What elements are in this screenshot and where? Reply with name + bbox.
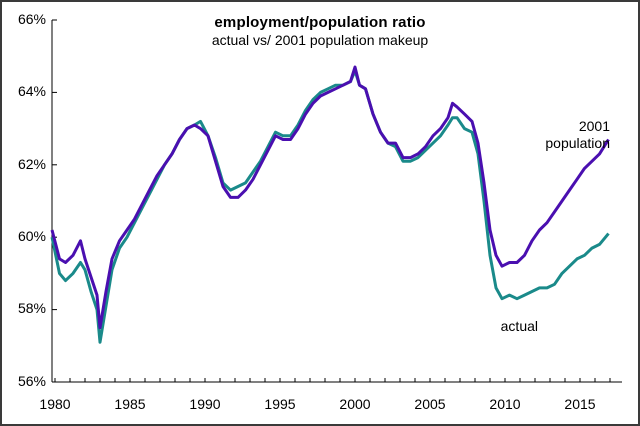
x-tick-label: 2010 xyxy=(489,396,521,412)
x-tick-label: 2005 xyxy=(414,396,446,412)
y-tick-label: 64% xyxy=(17,83,46,99)
chart-title: employment/population ratio xyxy=(214,14,426,31)
x-tick-label: 2000 xyxy=(339,396,371,412)
series-2001-population-line xyxy=(50,65,610,330)
annotation-2001-population: 2001 population xyxy=(505,118,610,152)
y-tick-label: 62% xyxy=(17,156,46,172)
annotation-line: 2001 xyxy=(578,118,610,134)
x-tick-label: 1980 xyxy=(39,396,71,412)
annotation-actual: actual xyxy=(500,318,538,334)
y-tick-label: 58% xyxy=(17,300,46,316)
x-tick-label: 1990 xyxy=(189,396,221,412)
chart-subtitle: actual vs/ 2001 population makeup xyxy=(211,32,429,48)
y-tick-label: 66% xyxy=(17,11,46,27)
x-tick-label: 1985 xyxy=(114,396,146,412)
y-tick-label: 56% xyxy=(17,373,46,389)
y-tick-label: 60% xyxy=(17,228,46,244)
axes xyxy=(51,19,622,383)
x-tick-label: 2015 xyxy=(564,396,596,412)
annotation-line: population xyxy=(545,135,610,151)
x-tick-label: 1995 xyxy=(264,396,296,412)
series-actual-line xyxy=(50,69,610,344)
